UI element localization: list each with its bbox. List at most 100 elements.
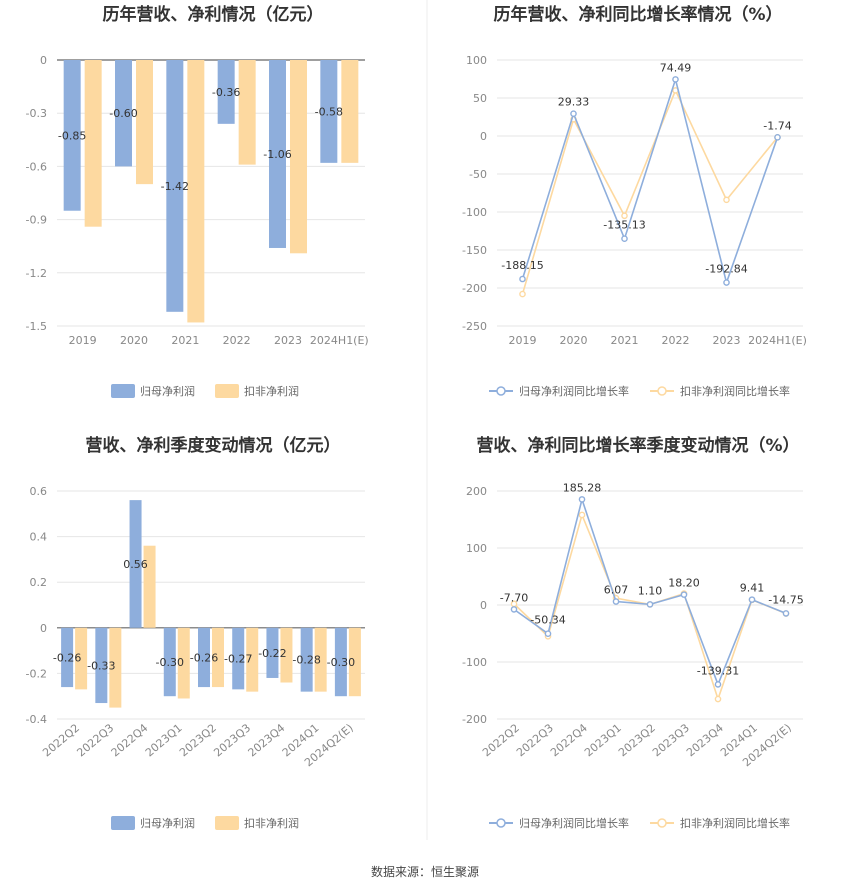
point-net-growth xyxy=(774,134,781,141)
legend-label-net-growth: 归母净利润同比增长率 xyxy=(519,816,629,830)
annual-profit-bar-chart: 历年营收、净利情况（亿元） 归母净利润 扣非净利润 0 -0.3 -0.6 -0.9 -… xyxy=(26,4,369,398)
point-deducted-growth xyxy=(578,511,586,519)
y-tick-label: 100 xyxy=(466,542,487,555)
y-tick-label: -1.2 xyxy=(26,267,47,280)
chart-legend: 归母净利润同比增长率 扣非净利润同比增长率 xyxy=(489,384,790,398)
bar-deducted-profit xyxy=(136,60,153,185)
data-label: 18.20 xyxy=(668,577,700,590)
legend-marker-deducted-growth xyxy=(657,818,667,828)
point-deducted-growth xyxy=(714,695,722,703)
data-label: -0.30 xyxy=(327,656,355,669)
data-label: 74.49 xyxy=(660,61,692,74)
point-net-growth xyxy=(723,279,730,286)
legend-label-deducted-growth: 扣非净利润同比增长率 xyxy=(680,384,790,398)
data-label: 29.33 xyxy=(558,96,590,109)
x-tick-label: 2022 xyxy=(662,334,690,347)
bar-net-profit xyxy=(63,60,81,211)
data-label: -1.74 xyxy=(763,119,791,132)
point-net-growth xyxy=(510,606,518,613)
data-label: -188.15 xyxy=(501,259,543,272)
data-label: -0.26 xyxy=(190,651,218,664)
bar-net-profit xyxy=(95,627,108,704)
y-tick-label: -250 xyxy=(462,320,487,333)
y-tick-label: -0.6 xyxy=(26,160,47,173)
bar-net-profit xyxy=(300,627,313,692)
y-tick-label: -100 xyxy=(462,656,487,669)
x-tick-label: 2022Q3 xyxy=(514,721,556,759)
data-label: -0.28 xyxy=(292,654,320,667)
bar-deducted-profit xyxy=(143,545,156,628)
data-label: 1.10 xyxy=(638,584,663,597)
point-deducted-growth xyxy=(519,290,526,298)
point-net-growth xyxy=(672,76,679,83)
y-tick-label: -0.4 xyxy=(26,713,47,726)
point-deducted-growth xyxy=(723,196,730,204)
data-label: -0.27 xyxy=(224,653,252,666)
y-tick-label: 0.4 xyxy=(30,531,48,544)
legend-label-deducted-growth: 扣非净利润同比增长率 xyxy=(680,816,790,830)
quarterly-profit-bar-chart: 营收、净利季度变动情况（亿元） 归母净利润 扣非净利润 0.6 0.4 0.2 0 -0… xyxy=(26,435,365,830)
bar-net-profit xyxy=(163,627,176,697)
chart-legend: 归母净利润 扣非净利润 xyxy=(111,384,299,398)
x-tick-label: 2023Q2 xyxy=(177,721,219,759)
point-net-growth xyxy=(544,630,552,637)
bar-deducted-profit xyxy=(75,627,88,690)
bar-net-profit xyxy=(266,627,279,678)
bar-deducted-profit xyxy=(348,627,361,697)
bar-deducted-profit xyxy=(280,627,293,683)
bar-net-profit xyxy=(320,60,338,163)
data-label: -0.22 xyxy=(258,647,286,660)
y-tick-label: -0.3 xyxy=(26,107,47,120)
chart-title: 营收、净利季度变动情况（亿元） xyxy=(86,435,341,456)
data-label: -50.34 xyxy=(530,614,565,627)
x-tick-label: 2023Q2 xyxy=(616,721,658,759)
data-label: 0.56 xyxy=(123,558,148,571)
x-tick-label: 2020 xyxy=(560,334,588,347)
legend-swatch-deducted-profit xyxy=(215,816,239,830)
x-tick-label: 2023Q4 xyxy=(684,721,726,759)
bar-deducted-profit xyxy=(238,60,256,165)
legend-marker-net-growth xyxy=(496,818,506,828)
legend-swatch-net-profit xyxy=(111,816,135,830)
y-tick-label: 0 xyxy=(480,130,487,143)
data-label: -14.75 xyxy=(768,593,803,606)
y-tick-label: 0 xyxy=(480,599,487,612)
series-line-deducted-growth xyxy=(521,88,779,295)
bar-net-profit xyxy=(334,627,347,697)
y-tick-label: -200 xyxy=(462,282,487,295)
bar-net-profit xyxy=(232,627,245,690)
data-label: -0.36 xyxy=(212,86,240,99)
bar-deducted-profit xyxy=(341,60,359,163)
y-tick-label: 50 xyxy=(473,92,487,105)
y-tick-label: 0.2 xyxy=(30,576,48,589)
y-tick-label: -200 xyxy=(462,713,487,726)
bar-deducted-profit xyxy=(177,627,190,699)
data-label: 6.07 xyxy=(604,584,629,597)
bar-deducted-profit xyxy=(109,627,122,708)
chart-legend: 归母净利润同比增长率 扣非净利润同比增长率 xyxy=(489,816,790,830)
bar-net-profit xyxy=(115,60,132,167)
bar-net-profit xyxy=(129,500,142,628)
data-label: -0.85 xyxy=(58,129,86,142)
point-net-growth xyxy=(782,610,790,617)
bar-net-profit xyxy=(166,60,184,312)
data-label: -7.70 xyxy=(500,591,528,604)
y-tick-label: -0.9 xyxy=(26,214,47,227)
data-label: -0.58 xyxy=(315,105,343,118)
bar-deducted-profit xyxy=(187,60,205,323)
bar-deducted-profit xyxy=(290,60,307,254)
legend-swatch-net-profit xyxy=(111,384,135,398)
y-tick-label: -1.5 xyxy=(26,320,47,333)
bar-net-profit xyxy=(61,627,74,688)
point-net-growth xyxy=(621,235,628,242)
x-tick-label: 2019 xyxy=(509,334,537,347)
point-net-growth xyxy=(570,110,577,118)
x-tick-label: 2023Q1 xyxy=(582,721,624,759)
x-tick-label: 2021 xyxy=(171,334,199,347)
point-net-growth xyxy=(519,275,526,283)
x-tick-label: 2023 xyxy=(713,334,741,347)
annual-growth-line-chart: 历年营收、净利同比增长率情况（%） 归母净利润同比增长率 扣非净利润同比增长率 … xyxy=(462,4,807,398)
data-label: -135.13 xyxy=(603,219,645,232)
bar-net-profit xyxy=(269,60,286,248)
chart-title: 营收、净利同比增长率季度变动情况（%） xyxy=(476,435,799,456)
